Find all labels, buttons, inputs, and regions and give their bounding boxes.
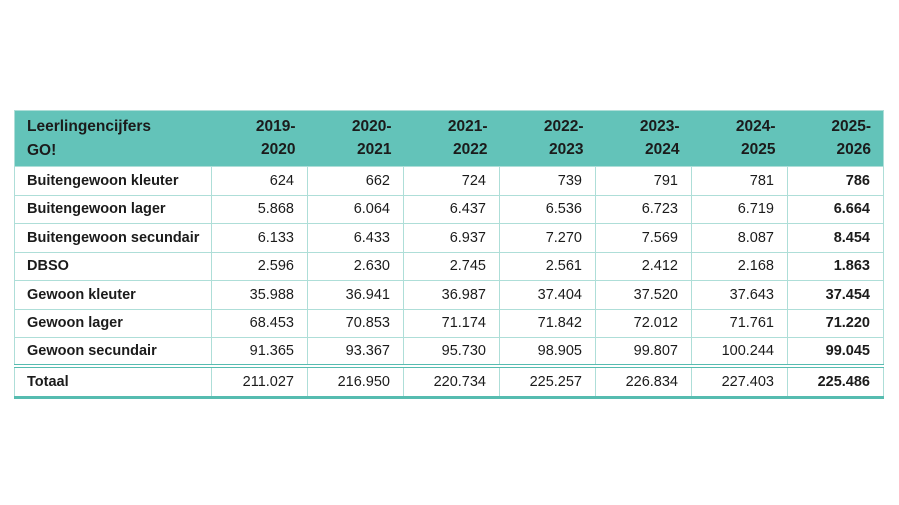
cell-2: 36.987	[403, 280, 500, 310]
cell-1: 93.367	[307, 337, 404, 367]
cell-6: 37.454	[787, 280, 884, 310]
cell-4: 2.412	[595, 251, 692, 281]
cell-5: 71.761	[691, 308, 788, 338]
cell-6: 71.220	[787, 308, 884, 338]
cell-3: 7.270	[499, 223, 596, 253]
cell-0: 6.133	[211, 223, 308, 253]
column-header-2022-2023: 2022- 2023	[499, 110, 596, 167]
cell-5: 8.087	[691, 223, 788, 253]
cell-5: 781	[691, 166, 788, 196]
cell-1: 2.630	[307, 251, 404, 281]
cell-3: 6.536	[499, 194, 596, 224]
cell-2: 2.745	[403, 251, 500, 281]
row-label: Gewoon secundair	[14, 337, 212, 367]
table-row: Gewoon lager 68.453 70.853 71.174 71.842 72.0…	[14, 308, 884, 338]
total-cell-4: 226.834	[595, 364, 692, 399]
cell-3: 98.905	[499, 337, 596, 367]
table-row: Buitengewoon kleuter 624 662 724 739 791 781 78…	[14, 166, 884, 196]
cell-2: 6.437	[403, 194, 500, 224]
column-header-2023-2024: 2023- 2024	[595, 110, 692, 167]
cell-2: 95.730	[403, 337, 500, 367]
cell-2: 6.937	[403, 223, 500, 253]
cell-6: 786	[787, 166, 884, 196]
leerlingencijfers-table: Leerlingencijfers GO! 2019- 2020 2020- 2021…	[14, 110, 884, 399]
cell-5: 100.244	[691, 337, 788, 367]
total-cell-1: 216.950	[307, 364, 404, 399]
cell-1: 36.941	[307, 280, 404, 310]
table-row: Gewoon secundair 91.365 93.367 95.730 98.905…	[14, 337, 884, 367]
table-title: Leerlingencijfers GO!	[14, 110, 212, 167]
cell-4: 6.723	[595, 194, 692, 224]
cell-0: 2.596	[211, 251, 308, 281]
total-row-label: Totaal	[14, 364, 212, 399]
cell-0: 624	[211, 166, 308, 196]
cell-6: 6.664	[787, 194, 884, 224]
row-label: Buitengewoon secundair	[14, 223, 212, 253]
cell-4: 37.520	[595, 280, 692, 310]
cell-3: 71.842	[499, 308, 596, 338]
column-header-2025-2026: 2025- 2026	[787, 110, 884, 167]
table-row: Gewoon kleuter 35.988 36.941 36.987 37.404 37…	[14, 280, 884, 310]
cell-3: 2.561	[499, 251, 596, 281]
column-header-2020-2021: 2020- 2021	[307, 110, 404, 167]
table-total-row: Totaal 211.027 216.950 220.734 225.257 226.8…	[14, 364, 884, 399]
row-label: Gewoon lager	[14, 308, 212, 338]
cell-2: 71.174	[403, 308, 500, 338]
table-title-line2: GO!	[27, 141, 57, 159]
table-title-line1: Leerlingencijfers	[27, 118, 152, 136]
cell-5: 2.168	[691, 251, 788, 281]
cell-6: 99.045	[787, 337, 884, 367]
table-row: DBSO 2.596 2.630 2.745 2.561 2.412 2.168 1.863	[14, 251, 884, 281]
cell-6: 1.863	[787, 251, 884, 281]
cell-0: 5.868	[211, 194, 308, 224]
cell-1: 70.853	[307, 308, 404, 338]
column-header-2021-2022: 2021- 2022	[403, 110, 500, 167]
column-header-2019-2020: 2019- 2020	[211, 110, 308, 167]
student-numbers-table-container: Leerlingencijfers GO! 2019- 2020 2020- 2021…	[14, 110, 884, 399]
cell-1: 662	[307, 166, 404, 196]
cell-5: 6.719	[691, 194, 788, 224]
total-cell-2: 220.734	[403, 364, 500, 399]
row-label: Buitengewoon kleuter	[14, 166, 212, 196]
total-cell-5: 227.403	[691, 364, 788, 399]
cell-4: 791	[595, 166, 692, 196]
cell-4: 72.012	[595, 308, 692, 338]
row-label: DBSO	[14, 251, 212, 281]
cell-5: 37.643	[691, 280, 788, 310]
table-header-row: Leerlingencijfers GO! 2019- 2020 2020- 2021…	[14, 110, 884, 167]
table-row: Buitengewoon lager 5.868 6.064 6.437 6.536 6.…	[14, 194, 884, 224]
cell-0: 35.988	[211, 280, 308, 310]
column-header-2024-2025: 2024- 2025	[691, 110, 788, 167]
cell-0: 68.453	[211, 308, 308, 338]
cell-3: 739	[499, 166, 596, 196]
cell-4: 7.569	[595, 223, 692, 253]
cell-0: 91.365	[211, 337, 308, 367]
row-label: Buitengewoon lager	[14, 194, 212, 224]
row-label: Gewoon kleuter	[14, 280, 212, 310]
total-cell-3: 225.257	[499, 364, 596, 399]
cell-1: 6.433	[307, 223, 404, 253]
cell-4: 99.807	[595, 337, 692, 367]
cell-3: 37.404	[499, 280, 596, 310]
cell-2: 724	[403, 166, 500, 196]
total-cell-0: 211.027	[211, 364, 308, 399]
cell-1: 6.064	[307, 194, 404, 224]
cell-6: 8.454	[787, 223, 884, 253]
total-cell-6: 225.486	[787, 364, 884, 399]
table-row: Buitengewoon secundair 6.133 6.433 6.937 7.2…	[14, 223, 884, 253]
